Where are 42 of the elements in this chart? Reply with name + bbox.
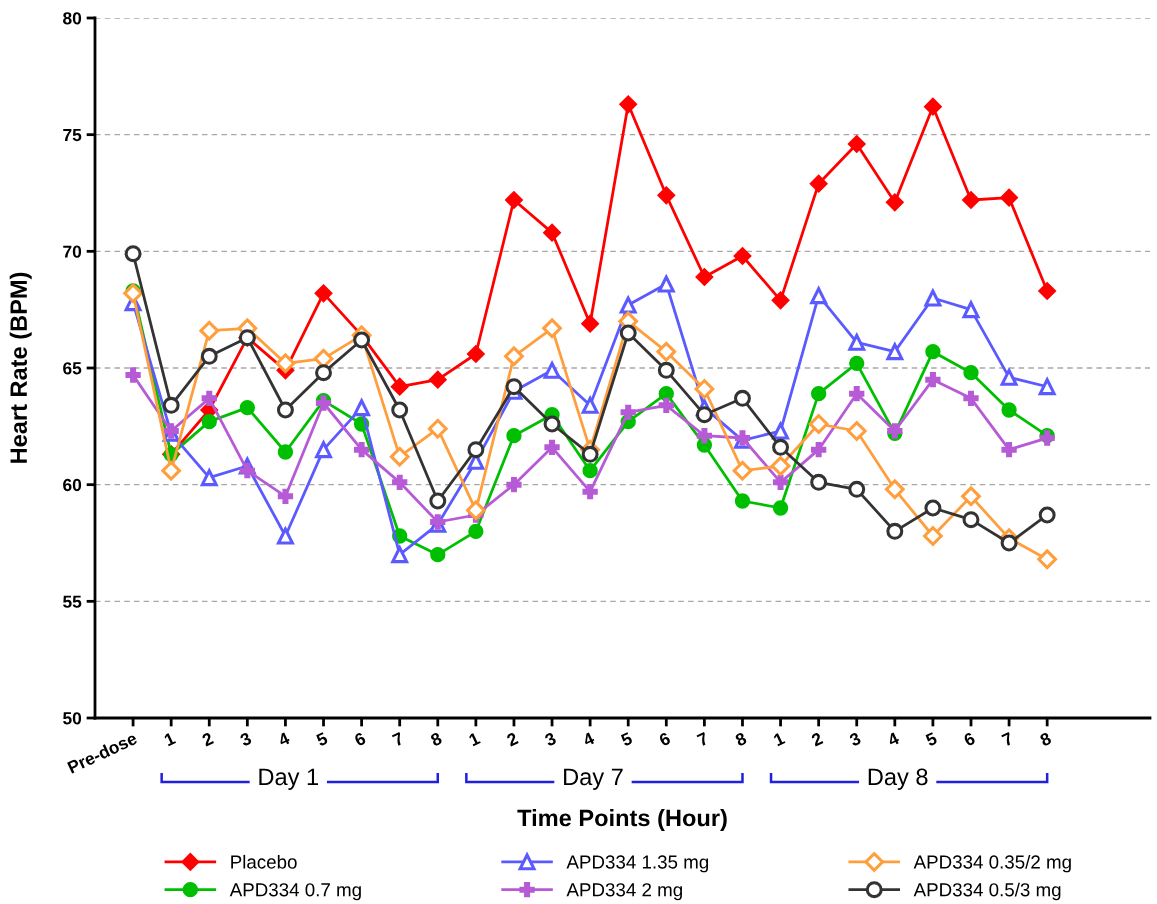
- text: Day 8: [868, 768, 928, 790]
- x-tick-label: 2: [810, 731, 824, 747]
- y-tick-label: 80: [63, 12, 82, 25]
- x-tick-label: 1: [163, 731, 177, 747]
- y-axis-title: Heart Rate (BPM): [9, 272, 32, 463]
- y-tick-label: 75: [63, 129, 82, 142]
- x-tick-label: 2: [505, 731, 519, 747]
- legend-label: APD334 0.5/3 mg: [913, 882, 1061, 901]
- legend-label: APD334 0.7 mg: [229, 883, 361, 901]
- x-tick-label: 8: [1039, 731, 1053, 747]
- x-tick-label: 5: [620, 731, 634, 747]
- x-tick-label: 6: [353, 731, 367, 747]
- x-tick-label: 3: [543, 731, 557, 747]
- x-tick-label: 8: [734, 731, 748, 747]
- x-tick-label: 3: [239, 731, 253, 747]
- x-tick-label: 5: [315, 731, 329, 747]
- y-tick-label: 60: [63, 478, 82, 492]
- y-tick-label: 50: [63, 712, 82, 725]
- y-tick-label: 55: [63, 595, 82, 608]
- x-tick-label: 4: [277, 731, 291, 747]
- text: Day 7: [564, 768, 623, 790]
- x-tick-label: 6: [658, 731, 672, 747]
- text: Day 1: [259, 768, 318, 790]
- x-tick-label: 3: [848, 731, 862, 747]
- x-tick-label: 5: [924, 731, 938, 747]
- x-tick-label: 2: [201, 731, 214, 747]
- x-tick-label: 6: [963, 731, 976, 747]
- y-tick-label: 65: [63, 362, 82, 375]
- legend-label: APD334 0.35/2 mg: [913, 854, 1071, 873]
- x-tick-label: 1: [773, 731, 786, 747]
- legend-label: APD334 1.35 mg: [566, 855, 709, 873]
- x-tick-label: 7: [391, 732, 405, 747]
- x-tick-label: 8: [429, 731, 443, 747]
- x-tick-label: 7: [696, 732, 710, 747]
- legend-label: Placebo: [231, 854, 297, 869]
- x-axis-title: Time Points (Hour): [517, 809, 727, 832]
- x-tick-label: 4: [886, 731, 901, 747]
- x-tick-label: 7: [1001, 732, 1014, 747]
- y-tick-label: 70: [63, 245, 82, 258]
- legend-label: APD334 2 mg: [566, 883, 682, 901]
- x-tick-label: 4: [581, 731, 596, 747]
- x-tick-label: 1: [468, 731, 481, 747]
